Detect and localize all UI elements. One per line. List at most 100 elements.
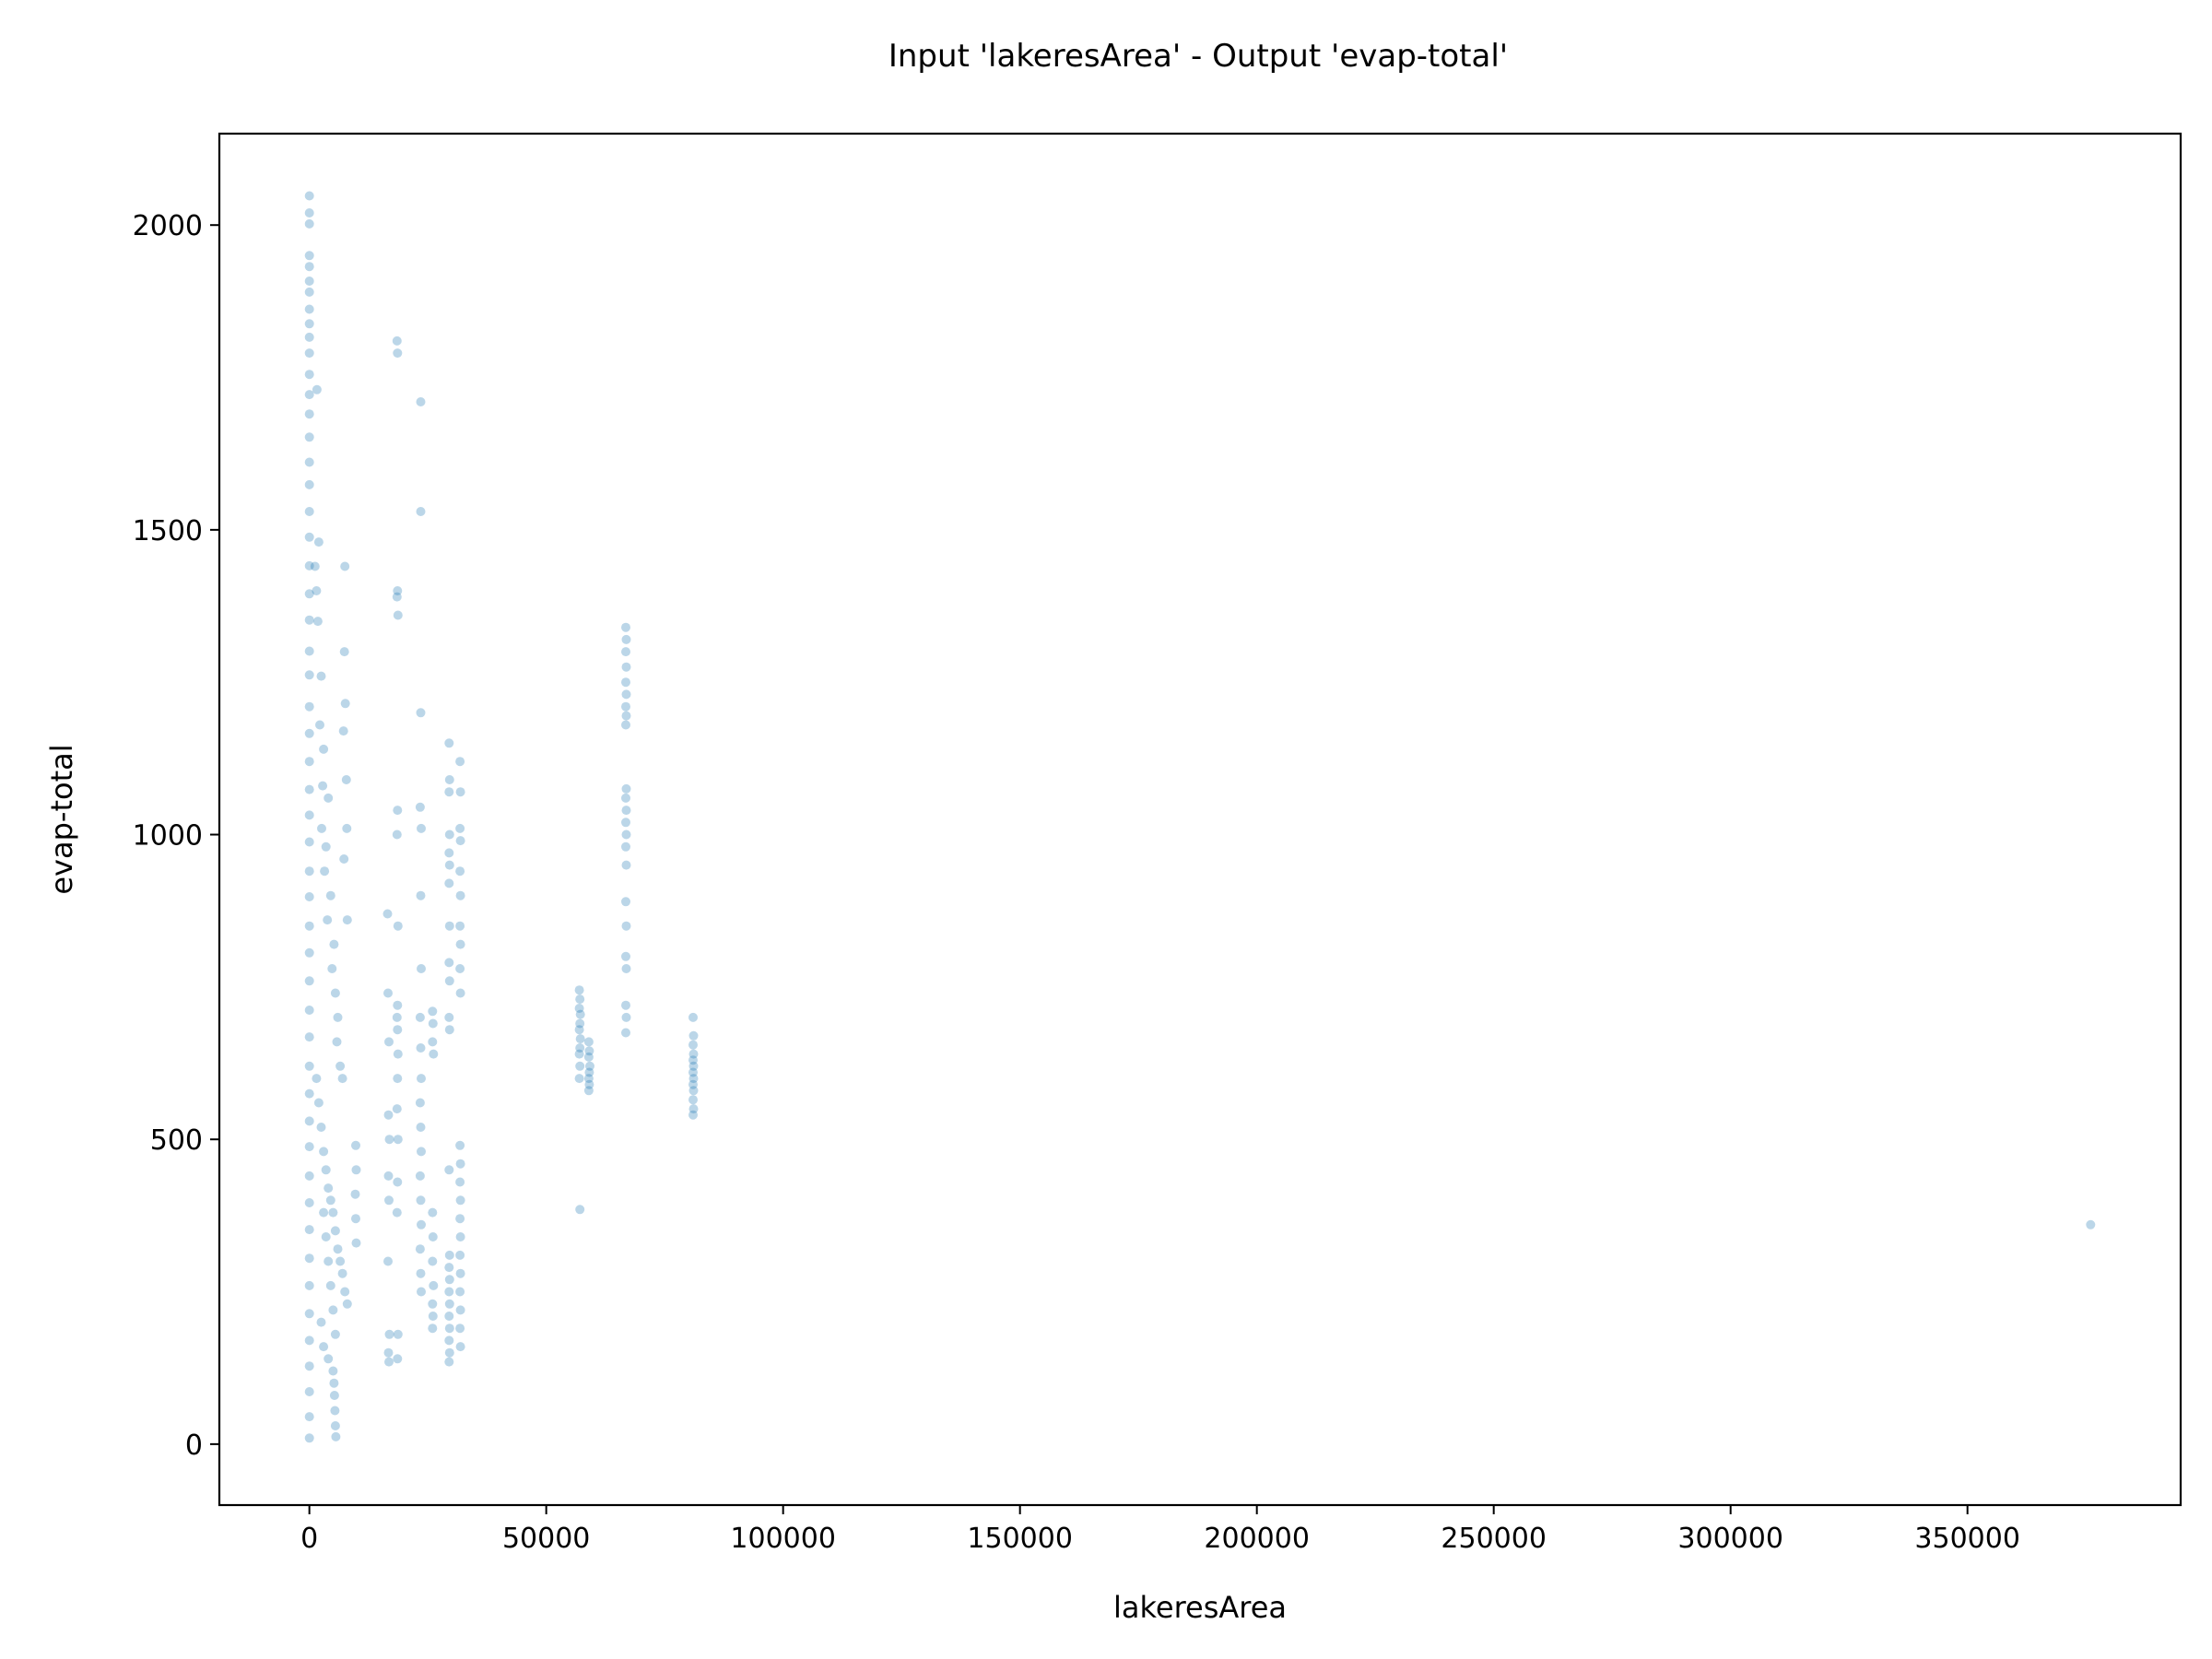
data-point xyxy=(382,909,393,919)
data-point xyxy=(621,860,631,870)
data-point xyxy=(688,1012,698,1022)
data-point xyxy=(621,841,630,852)
data-point xyxy=(340,561,350,571)
data-point xyxy=(318,781,328,791)
data-point xyxy=(393,1354,403,1364)
data-point xyxy=(304,757,314,767)
data-point xyxy=(575,1018,585,1029)
data-point xyxy=(304,947,314,958)
data-point xyxy=(444,860,454,870)
data-point xyxy=(585,1061,594,1071)
data-point xyxy=(575,994,585,1005)
data-point xyxy=(393,1074,403,1084)
data-point xyxy=(415,1244,425,1254)
x-axis-label: lakeresArea xyxy=(1113,1590,1287,1625)
data-point xyxy=(583,1086,594,1096)
data-point xyxy=(351,1140,360,1150)
data-point xyxy=(393,1049,403,1059)
data-point xyxy=(333,1012,343,1022)
data-point xyxy=(688,1049,699,1059)
data-point xyxy=(621,711,631,721)
data-point xyxy=(455,1232,465,1241)
data-point xyxy=(688,1055,698,1065)
data-point xyxy=(304,390,314,400)
data-point xyxy=(342,1299,352,1309)
data-point xyxy=(304,866,314,877)
data-point xyxy=(584,1079,594,1089)
data-point xyxy=(621,1028,630,1038)
data-point xyxy=(688,1061,699,1071)
x-tick-label: 250000 xyxy=(1441,1523,1547,1555)
data-point xyxy=(315,720,324,730)
data-point xyxy=(444,976,454,986)
x-tick-label: 0 xyxy=(300,1523,318,1555)
y-tick-label: 1000 xyxy=(133,820,203,853)
data-point xyxy=(312,617,323,627)
data-point xyxy=(417,823,426,833)
data-point xyxy=(621,689,631,700)
data-point xyxy=(331,1431,341,1441)
data-point xyxy=(415,1098,425,1108)
x-tick-label: 100000 xyxy=(730,1523,836,1555)
x-tick-label: 150000 xyxy=(967,1523,1073,1555)
data-point xyxy=(417,1287,426,1297)
data-point xyxy=(393,1025,403,1035)
data-point xyxy=(455,939,465,949)
data-point xyxy=(340,699,350,709)
data-point xyxy=(337,1268,347,1278)
data-point xyxy=(304,1433,314,1443)
data-point xyxy=(416,397,426,406)
data-point xyxy=(688,1040,698,1050)
data-point xyxy=(416,1043,426,1053)
data-point xyxy=(319,1342,329,1352)
data-point xyxy=(316,1317,326,1327)
data-point xyxy=(444,1025,454,1035)
data-point xyxy=(574,1049,584,1059)
data-point xyxy=(330,1226,340,1236)
data-point xyxy=(429,1049,439,1059)
data-point xyxy=(341,775,351,784)
data-point xyxy=(428,1006,438,1017)
data-point xyxy=(304,1335,314,1346)
data-point xyxy=(304,1280,314,1290)
data-point xyxy=(304,892,314,901)
data-point xyxy=(392,335,402,346)
x-tick-label: 300000 xyxy=(1677,1523,1783,1555)
data-point xyxy=(455,836,465,846)
data-point xyxy=(321,1232,331,1241)
data-point xyxy=(304,1198,314,1207)
data-point xyxy=(384,1329,394,1339)
data-point xyxy=(304,615,314,625)
data-point xyxy=(383,1256,393,1266)
data-point xyxy=(330,1421,340,1430)
data-point xyxy=(324,1183,334,1194)
data-point xyxy=(325,1195,335,1206)
data-point xyxy=(393,1135,403,1145)
data-point xyxy=(444,1250,454,1260)
data-point xyxy=(304,409,314,419)
data-point xyxy=(304,670,314,680)
x-tick-label: 50000 xyxy=(502,1523,590,1555)
data-point xyxy=(444,787,454,797)
data-point xyxy=(455,823,465,833)
data-point xyxy=(621,806,631,816)
data-point xyxy=(416,507,426,516)
data-point xyxy=(304,921,314,931)
data-point xyxy=(392,1104,402,1114)
data-point xyxy=(319,1207,329,1218)
data-point xyxy=(316,671,326,681)
data-point xyxy=(304,532,314,542)
data-point xyxy=(335,1061,346,1071)
data-point xyxy=(455,1195,465,1206)
data-point xyxy=(325,890,335,900)
data-point xyxy=(621,1012,631,1022)
data-point xyxy=(688,1110,698,1120)
data-point xyxy=(428,1256,438,1266)
data-point xyxy=(444,1347,454,1358)
data-point xyxy=(304,1142,314,1152)
data-point xyxy=(575,1009,585,1019)
data-point xyxy=(304,1032,314,1042)
data-point xyxy=(428,1232,438,1241)
y-tick-label: 2000 xyxy=(133,210,203,242)
